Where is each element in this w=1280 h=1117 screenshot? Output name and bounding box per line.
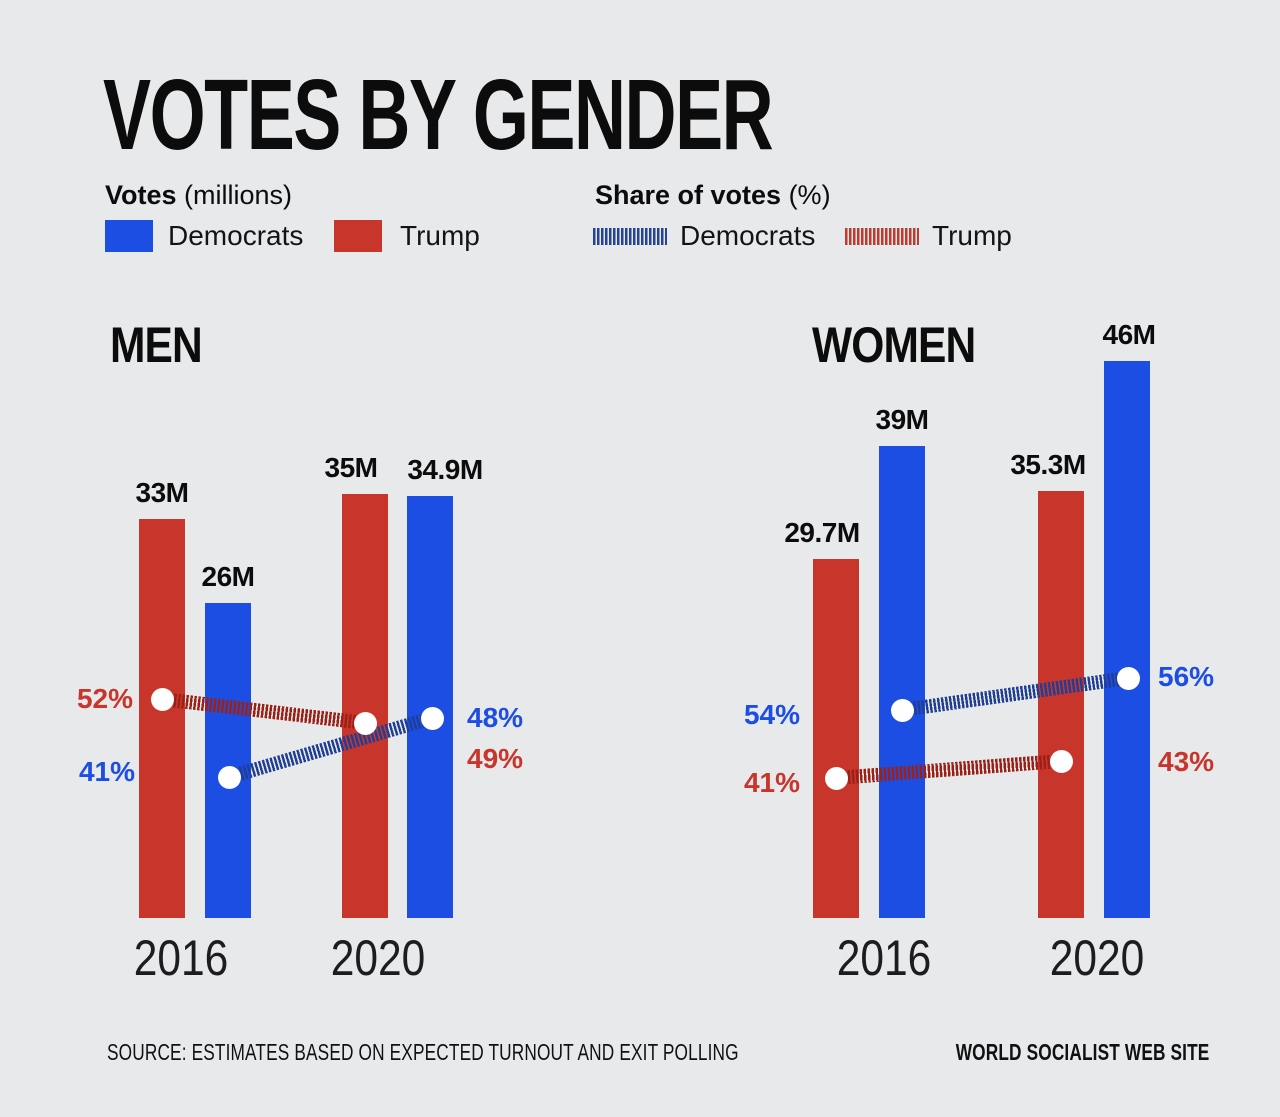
legend-votes-heading-bold: Votes [105, 180, 177, 210]
pct-label-women-2020-trump: 43% [1158, 746, 1215, 777]
source-note: SOURCE: ESTIMATES BASED ON EXPECTED TURN… [107, 1039, 739, 1065]
pct-label-men-2020-democrats: 48% [467, 702, 524, 733]
bar-women-2016-trump [813, 559, 859, 918]
bar-women-2020-trump [1038, 491, 1084, 918]
bar-value-men-2020-democrats: 34.9M [407, 454, 483, 485]
bar-women-2020-democrats [1104, 361, 1150, 918]
democrats-bar-swatch [105, 220, 153, 252]
share-dot-men-2016-democrats [217, 765, 241, 789]
legend-share-heading-bold: Share of votes [595, 180, 782, 210]
legend-label-trump-share: Trump [932, 220, 1012, 251]
share-dot-women-2020-democrats [1116, 666, 1140, 690]
pct-label-women-2020-democrats: 56% [1158, 661, 1215, 692]
share-dot-women-2020-trump [1049, 749, 1073, 773]
legend-label-democrats-share: Democrats [680, 220, 816, 251]
pct-label-women-2016-trump: 41% [743, 767, 800, 798]
bar-value-women-2020-democrats: 46M [1102, 319, 1156, 350]
share-line-women-trump [835, 754, 1062, 785]
legend-share-heading: Share of votes (%) [595, 180, 831, 211]
bar-women-2016-democrats [879, 446, 925, 918]
bar-value-women-2016-democrats: 39M [875, 404, 929, 435]
axis-label-women-2016: 2016 [836, 930, 932, 986]
trump-line-swatch [845, 228, 919, 245]
share-line-women-democrats [901, 671, 1129, 717]
bar-value-men-2016-trump: 33M [135, 477, 189, 508]
share-dot-men-2020-trump [353, 711, 377, 735]
pct-label-men-2016-trump: 52% [76, 683, 133, 714]
pct-label-men-2020-trump: 49% [467, 743, 524, 774]
page-title: VOTES BY GENDER [103, 59, 774, 171]
legend-share-heading-suffix: (%) [781, 180, 831, 210]
bar-value-men-2016-democrats: 26M [201, 561, 255, 592]
axis-label-men-2020: 2020 [330, 930, 426, 986]
legend-label-trump-votes: Trump [400, 220, 480, 251]
share-dot-men-2020-democrats [420, 706, 444, 730]
panel-heading-men: MEN [110, 317, 203, 373]
panel-heading-women: WOMEN [812, 317, 976, 373]
share-dot-women-2016-democrats [890, 698, 914, 722]
bar-men-2020-trump [342, 494, 388, 918]
trump-bar-swatch [334, 220, 382, 252]
pct-label-women-2016-democrats: 54% [743, 699, 800, 730]
legend-votes-heading-suffix: (millions) [176, 180, 293, 210]
bar-men-2016-trump [139, 519, 185, 918]
bar-men-2016-democrats [205, 603, 251, 918]
share-dot-men-2016-trump [150, 687, 174, 711]
bar-value-women-2016-trump: 29.7M [784, 517, 860, 548]
axis-label-women-2020: 2020 [1049, 930, 1145, 986]
bar-value-men-2020-trump: 35M [324, 452, 378, 483]
democrats-line-swatch [593, 228, 667, 245]
share-line-men-trump [161, 692, 366, 730]
legend-votes-heading: Votes (millions) [105, 180, 292, 211]
share-dot-women-2016-trump [824, 766, 848, 790]
pct-label-men-2016-democrats: 41% [78, 756, 135, 787]
credit-note: WORLD SOCIALIST WEB SITE [955, 1039, 1210, 1065]
axis-label-men-2016: 2016 [133, 930, 229, 986]
legend-label-democrats-votes: Democrats [168, 220, 304, 251]
bar-value-women-2020-trump: 35.3M [1010, 449, 1086, 480]
